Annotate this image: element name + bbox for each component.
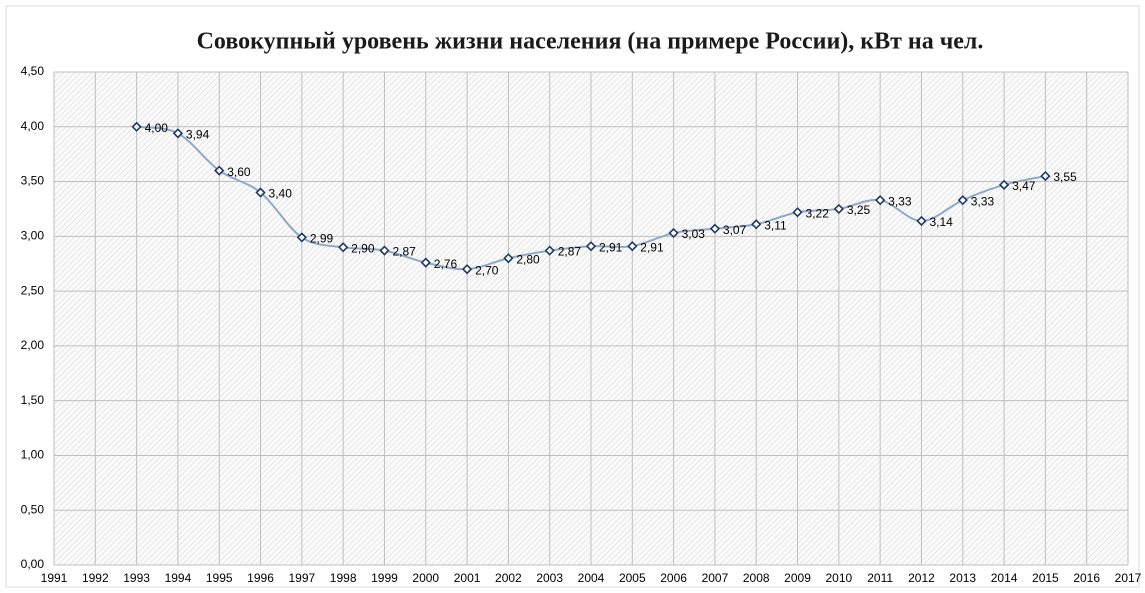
data-label: 2,99 — [310, 232, 334, 246]
data-label: 4,00 — [145, 121, 169, 135]
marker — [544, 245, 555, 256]
data-label: 2,91 — [599, 240, 623, 254]
marker — [627, 241, 638, 252]
marker — [503, 253, 514, 264]
x-tick-label: 2004 — [578, 571, 605, 585]
y-tick-label: 2,00 — [21, 338, 45, 352]
x-tick-label: 2008 — [743, 571, 770, 585]
x-tick-label: 1997 — [288, 571, 315, 585]
marker — [172, 128, 184, 139]
x-tick-label: 2015 — [1032, 571, 1059, 585]
data-label: 3,33 — [888, 194, 912, 208]
data-label: 3,94 — [186, 128, 210, 142]
x-tick-label: 1995 — [206, 571, 233, 585]
marker — [709, 223, 721, 234]
data-label: 3,03 — [682, 227, 706, 241]
y-tick-label: 3,50 — [21, 174, 45, 188]
data-label: 2,87 — [558, 245, 582, 259]
y-tick-label: 4,00 — [21, 119, 45, 133]
data-label: 3,47 — [1012, 179, 1036, 193]
marker — [338, 242, 349, 253]
marker — [461, 264, 473, 275]
chart-title: Совокупный уровень жизни населения (на п… — [197, 29, 984, 55]
x-tick-label: 2013 — [949, 571, 976, 585]
x-tick-label: 2006 — [660, 571, 687, 585]
y-tick-label: 3,00 — [21, 229, 45, 243]
marker — [916, 215, 927, 227]
marker — [833, 203, 844, 215]
data-label: 2,90 — [351, 241, 375, 255]
marker — [420, 257, 431, 268]
x-tick-label: 1998 — [330, 571, 357, 585]
x-tick-label: 2011 — [867, 571, 893, 585]
marker — [1040, 170, 1051, 182]
x-tick-label: 2005 — [619, 571, 646, 585]
x-tick-label: 1996 — [247, 571, 274, 585]
marker — [131, 121, 142, 132]
x-tick-label: 2016 — [1073, 571, 1100, 585]
marker — [998, 179, 1010, 190]
marker — [751, 219, 762, 230]
x-tick-label: 2009 — [784, 571, 811, 585]
marker — [214, 165, 225, 176]
x-tick-label: 2007 — [702, 571, 729, 585]
data-label: 3,33 — [971, 194, 995, 208]
x-tick-label: 2000 — [412, 571, 439, 585]
x-tick-label: 2003 — [536, 571, 563, 585]
x-tick-label: 2012 — [908, 571, 935, 585]
data-label: 3,14 — [929, 215, 953, 229]
y-tick-label: 0,00 — [21, 557, 45, 571]
x-tick-label: 2014 — [991, 571, 1018, 585]
data-label: 2,80 — [516, 252, 540, 266]
data-label: 3,22 — [806, 206, 830, 220]
marker — [668, 227, 679, 239]
data-label: 3,40 — [269, 187, 293, 201]
data-label: 2,76 — [434, 257, 458, 271]
x-tick-label: 1991 — [41, 571, 68, 585]
y-tick-label: 0,50 — [21, 502, 45, 516]
y-tick-label: 2,50 — [21, 283, 45, 297]
x-tick-label: 2001 — [454, 571, 481, 585]
data-label: 3,25 — [847, 203, 871, 217]
marker — [792, 207, 803, 218]
data-label: 3,55 — [1053, 170, 1077, 184]
data-label: 2,70 — [475, 263, 499, 277]
y-tick-label: 1,50 — [21, 393, 45, 407]
marker — [296, 232, 307, 243]
marker — [255, 187, 266, 198]
y-tick-label: 4,50 — [21, 64, 45, 78]
data-label: 3,07 — [723, 223, 747, 237]
x-tick-label: 2017 — [1115, 571, 1142, 585]
marker — [875, 195, 886, 206]
data-label: 3,60 — [227, 165, 251, 179]
x-tick-label: 2002 — [495, 571, 522, 585]
x-tick-label: 1994 — [165, 571, 192, 585]
data-label: 3,11 — [764, 218, 787, 232]
x-tick-label: 2010 — [825, 571, 852, 585]
data-label: 2,87 — [392, 245, 416, 259]
marker — [585, 241, 597, 252]
marker — [379, 245, 390, 256]
x-tick-label: 1999 — [371, 571, 398, 585]
data-label: 2,91 — [640, 240, 664, 254]
x-tick-label: 1992 — [82, 571, 109, 585]
y-tick-label: 1,00 — [21, 448, 45, 462]
marker — [957, 195, 968, 206]
x-tick-label: 1993 — [123, 571, 150, 585]
